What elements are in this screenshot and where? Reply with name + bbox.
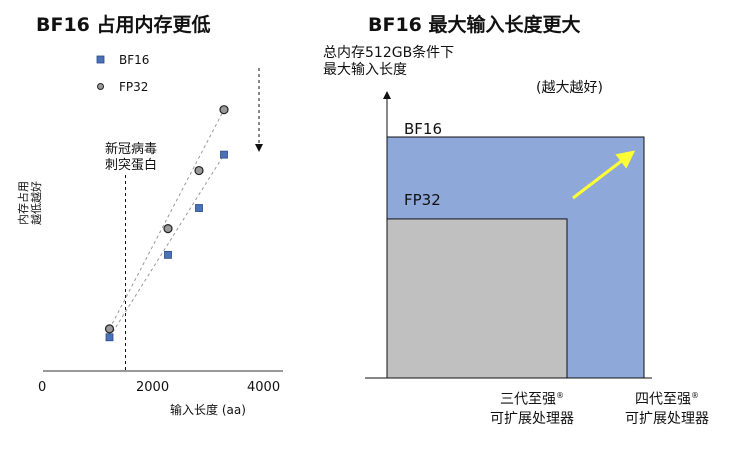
legend-marker-fp32 xyxy=(97,83,104,90)
right-note: (越大越好) xyxy=(536,80,603,96)
legend-marker-bf16 xyxy=(96,55,105,64)
data-point-bf16 xyxy=(105,333,114,342)
data-point-fp32 xyxy=(163,224,173,234)
annotation-label: 新冠病毒 刺突蛋白 xyxy=(105,142,158,173)
left-x-axis-label: 输入长度 (aa) xyxy=(170,403,246,417)
x-tick-label: 2000 xyxy=(136,380,170,395)
right-chart-title: BF16 最大输入长度更大 xyxy=(368,14,581,36)
left-chart-title: BF16 占用内存更低 xyxy=(36,14,211,36)
data-point-fp32 xyxy=(194,165,204,176)
trend-line-fp32 xyxy=(109,109,225,330)
series-label-fp32: FP32 xyxy=(404,191,441,209)
growth-arrow xyxy=(572,150,636,200)
trend-line-bf16 xyxy=(109,154,225,338)
x-tick-label: 0 xyxy=(38,380,47,395)
data-point-bf16 xyxy=(164,250,172,259)
data-point-bf16 xyxy=(220,150,228,159)
right-y-axis-label: 总内存512GB条件下 最大输入长度 xyxy=(323,45,455,78)
data-point-bf16 xyxy=(195,204,203,212)
data-point-fp32 xyxy=(104,324,115,334)
legend-label-bf16: BF16 xyxy=(119,53,150,67)
left-y-axis-label: 内存占用 越低越好 xyxy=(17,181,43,225)
legend-label-fp32: FP32 xyxy=(119,80,149,94)
x-tick-label: 4000 xyxy=(247,380,281,395)
category-label: 四代至强® 可扩展处理器 xyxy=(625,391,709,427)
category-label: 三代至强® 可扩展处理器 xyxy=(490,391,574,427)
data-point-fp32 xyxy=(219,105,229,115)
area-fp32 xyxy=(386,218,568,379)
series-label-bf16: BF16 xyxy=(404,120,443,138)
